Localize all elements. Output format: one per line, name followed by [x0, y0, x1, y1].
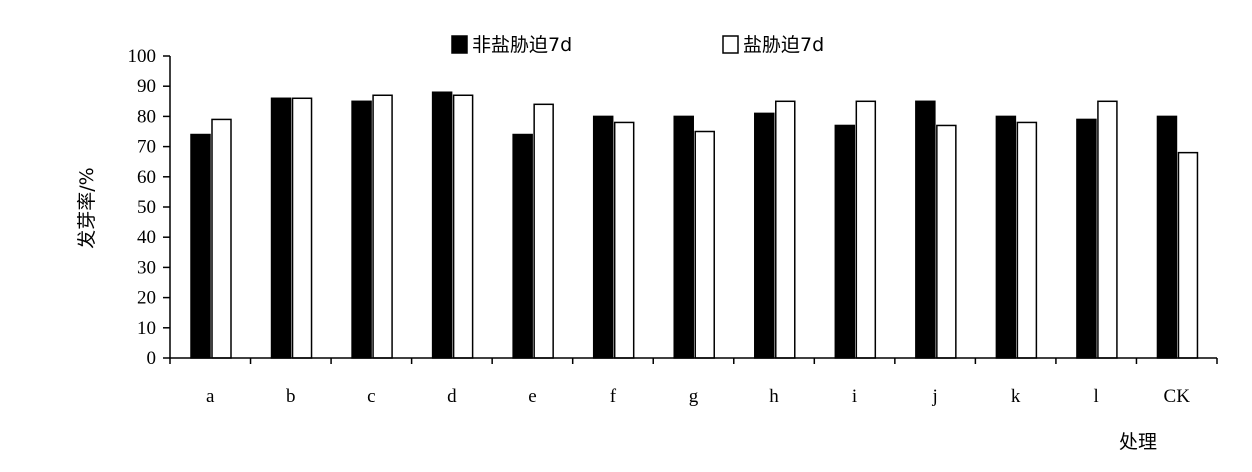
bar-b-series-2	[291, 97, 313, 359]
bar-e-series-1	[512, 133, 533, 359]
bar-k-series-2	[1016, 121, 1038, 359]
x-tick-label-i: i	[852, 386, 857, 407]
x-tick-label-f: f	[610, 386, 617, 407]
bar-b-series-1	[270, 97, 292, 359]
x-tick-label-e: e	[528, 386, 536, 407]
legend-label-series-2: 盐胁迫7d	[743, 34, 824, 56]
x-tick-label-b: b	[286, 386, 296, 407]
bar-c-series-1	[351, 100, 372, 359]
legend-label-series-1: 非盐胁迫7d	[472, 34, 572, 56]
bar-h-series-1	[754, 112, 775, 359]
bar-j-series-2	[936, 124, 957, 359]
y-tick-label-60: 60	[137, 167, 156, 188]
y-axis-ticks: 0 10 20 30 40 50 60 70 80 90 100	[128, 46, 170, 369]
bar-CK-series-2	[1177, 151, 1199, 359]
bar-CK-series-1	[1156, 115, 1178, 359]
x-tick-label-d: d	[447, 386, 457, 407]
y-tick-label-70: 70	[137, 137, 156, 158]
y-tick-label-40: 40	[137, 227, 156, 248]
bar-i-series-1	[834, 124, 856, 359]
bar-f-series-2	[613, 121, 635, 359]
bar-i-series-2	[855, 100, 877, 359]
x-tick-label-l: l	[1094, 386, 1099, 407]
x-axis-title: 处理	[1119, 431, 1157, 453]
x-tick-label-c: c	[367, 386, 375, 407]
bar-d-series-1	[431, 91, 453, 359]
y-tick-label-80: 80	[137, 106, 156, 127]
bar-k-series-1	[995, 115, 1017, 359]
bar-g-series-1	[673, 115, 694, 359]
legend: 非盐胁迫7d 盐胁迫7d	[451, 34, 824, 56]
x-tick-label-j: j	[931, 386, 937, 407]
bar-d-series-2	[452, 94, 474, 359]
bars	[190, 91, 1199, 359]
bar-h-series-2	[775, 100, 796, 359]
bar-f-series-1	[592, 115, 614, 359]
bar-a-series-1	[190, 133, 211, 359]
y-tick-label-50: 50	[137, 197, 156, 218]
bar-g-series-2	[694, 130, 715, 359]
x-tick-label-k: k	[1011, 386, 1021, 407]
y-tick-label-30: 30	[137, 257, 156, 278]
legend-swatch-series-1	[451, 35, 468, 54]
legend-item-series-2: 盐胁迫7d	[722, 34, 824, 56]
x-tick-label-g: g	[689, 386, 699, 407]
legend-item-series-1: 非盐胁迫7d	[451, 34, 572, 56]
y-tick-label-10: 10	[137, 318, 156, 339]
legend-swatch-series-2	[722, 35, 739, 54]
x-tick-label-h: h	[769, 386, 779, 407]
y-tick-label-90: 90	[137, 76, 156, 97]
bar-l-series-2	[1097, 100, 1118, 359]
bar-c-series-2	[372, 94, 393, 359]
bar-a-series-2	[211, 118, 232, 359]
bar-j-series-1	[915, 100, 936, 359]
x-tick-label-CK: CK	[1164, 386, 1191, 407]
y-tick-label-20: 20	[137, 288, 156, 309]
y-tick-label-0: 0	[147, 348, 157, 369]
y-axis-title: 发芽率/%	[76, 167, 98, 248]
y-tick-label-100: 100	[128, 46, 157, 67]
x-axis-ticks: a b c d e f g h i j k l CK	[169, 358, 1218, 407]
bar-e-series-2	[533, 103, 554, 359]
x-tick-label-a: a	[206, 386, 215, 407]
bar-l-series-1	[1076, 118, 1097, 359]
